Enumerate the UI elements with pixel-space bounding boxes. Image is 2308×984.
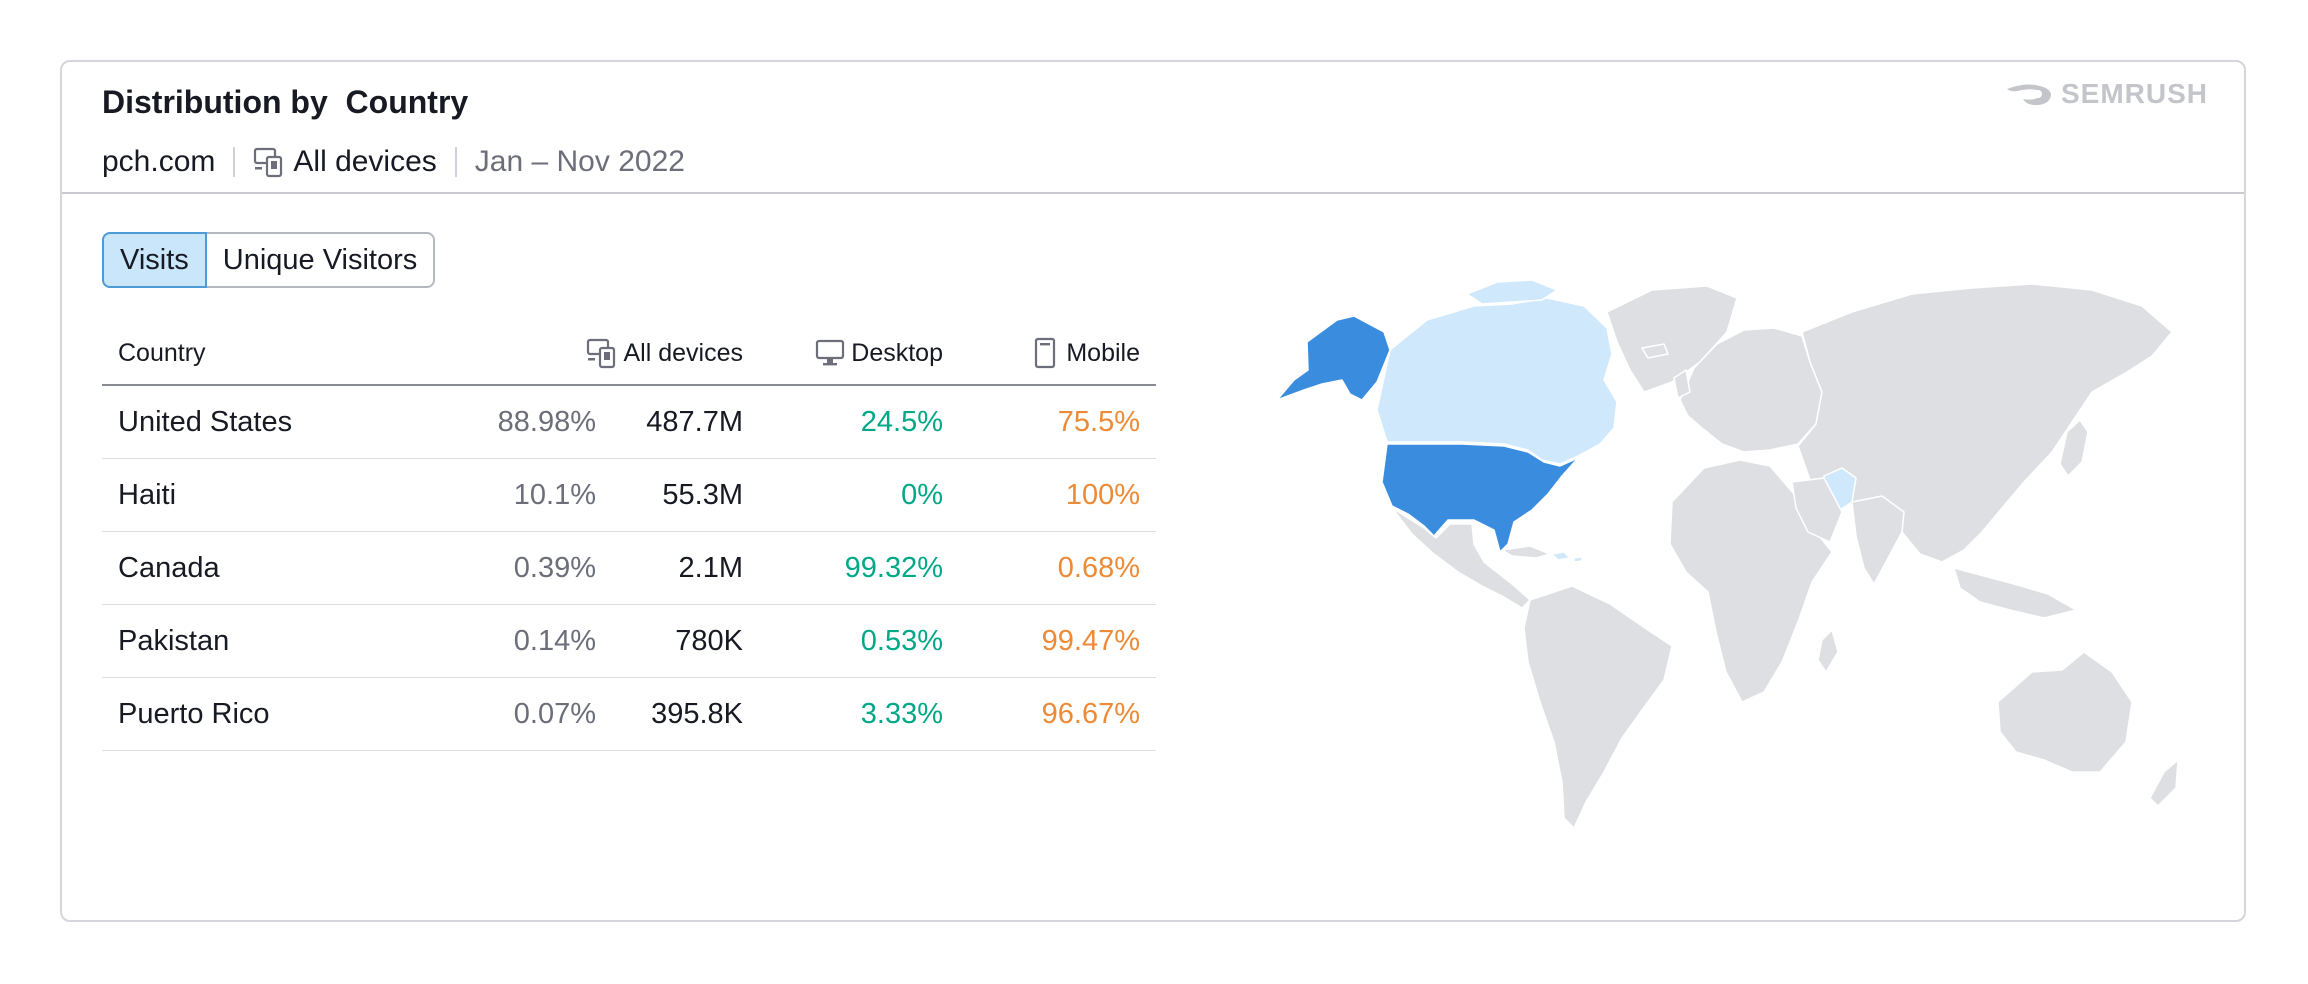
mobile-share: 99.47% bbox=[1041, 624, 1140, 657]
map-region-australia[interactable] bbox=[1997, 651, 2133, 773]
visits-value: 2.1M bbox=[678, 551, 743, 584]
map-region-africa[interactable] bbox=[1669, 459, 1833, 703]
desktop-share: 0.53% bbox=[860, 624, 943, 657]
table-row[interactable]: Puerto Rico 0.07% 395.8K 3.33% 96.67% bbox=[102, 678, 1156, 751]
column-all-devices-label: All devices bbox=[623, 338, 744, 367]
map-region-south-america[interactable] bbox=[1523, 585, 1673, 829]
traffic-share: 0.07% bbox=[513, 697, 596, 730]
table-row[interactable]: Canada 0.39% 2.1M 99.32% 0.68% bbox=[102, 532, 1156, 605]
all-devices-icon bbox=[254, 147, 283, 178]
column-desktop-label: Desktop bbox=[851, 338, 943, 367]
map-region-caribbean[interactable] bbox=[1501, 545, 1551, 559]
country-name: Puerto Rico bbox=[118, 697, 270, 730]
column-desktop[interactable]: Desktop bbox=[815, 322, 943, 384]
traffic-share: 0.39% bbox=[513, 551, 596, 584]
date-range: Jan – Nov 2022 bbox=[474, 145, 685, 178]
metric-tabs: Visits Unique Visitors bbox=[102, 232, 436, 288]
tab-unique-visitors[interactable]: Unique Visitors bbox=[206, 232, 436, 288]
traffic-share: 88.98% bbox=[497, 405, 596, 438]
meta-divider bbox=[454, 147, 457, 177]
map-region-uk[interactable] bbox=[1673, 369, 1691, 399]
mobile-share: 75.5% bbox=[1057, 405, 1140, 438]
column-mobile-label: Mobile bbox=[1066, 338, 1140, 367]
desktop-share: 3.33% bbox=[860, 697, 943, 730]
map-region-united-states[interactable] bbox=[1381, 443, 1579, 553]
visits-value: 55.3M bbox=[662, 478, 743, 511]
devices-label: All devices bbox=[293, 145, 437, 178]
column-mobile[interactable]: Mobile bbox=[1030, 322, 1140, 384]
map-region-new-zealand[interactable] bbox=[2149, 759, 2179, 807]
country-name: Canada bbox=[118, 551, 220, 584]
column-country[interactable]: Country bbox=[118, 338, 206, 367]
map-region-canada[interactable] bbox=[1376, 297, 1618, 465]
table-row[interactable]: Haiti 10.1% 55.3M 0% 100% bbox=[102, 459, 1156, 532]
all-devices-icon bbox=[586, 338, 615, 369]
traffic-share: 10.1% bbox=[513, 478, 596, 511]
table-header: Country All devices Desktop bbox=[102, 322, 1156, 386]
map-region-canada-islands[interactable] bbox=[1466, 279, 1558, 305]
distribution-card: Distribution by Country pch.com All devi… bbox=[60, 60, 2246, 922]
map-region-madagascar[interactable] bbox=[1817, 629, 1839, 673]
report-meta: pch.com All devices Jan – Nov 2022 bbox=[102, 142, 685, 182]
country-name: Pakistan bbox=[118, 624, 230, 657]
desktop-share: 0% bbox=[901, 478, 943, 511]
world-map bbox=[1212, 232, 2222, 882]
map-region-india[interactable] bbox=[1851, 495, 1905, 585]
map-region-haiti[interactable] bbox=[1551, 551, 1571, 561]
country-name: United States bbox=[118, 405, 293, 438]
desktop-icon bbox=[816, 339, 845, 366]
map-region-japan[interactable] bbox=[2059, 419, 2089, 477]
country-table: Country All devices Desktop bbox=[102, 322, 1156, 751]
meta-divider bbox=[233, 147, 236, 177]
traffic-share: 0.14% bbox=[513, 624, 596, 657]
semrush-logo: SEMRUSH bbox=[2005, 78, 2208, 110]
devices-filter[interactable]: All devices bbox=[253, 145, 437, 179]
map-region-arabia[interactable] bbox=[1791, 477, 1843, 543]
desktop-share: 24.5% bbox=[860, 405, 943, 438]
map-region-puerto-rico[interactable] bbox=[1573, 556, 1583, 563]
brand-name: SEMRUSH bbox=[2060, 78, 2208, 109]
visits-value: 780K bbox=[675, 624, 743, 657]
visits-value: 487.7M bbox=[646, 405, 743, 438]
tab-visits[interactable]: Visits bbox=[102, 232, 207, 288]
card-title: Distribution by Country bbox=[102, 84, 469, 120]
world-map-svg bbox=[1276, 279, 2179, 829]
map-region-iceland[interactable] bbox=[1641, 343, 1669, 359]
visits-value: 395.8K bbox=[651, 697, 743, 730]
mobile-share: 0.68% bbox=[1057, 551, 1140, 584]
country-name: Haiti bbox=[118, 478, 177, 511]
table-row[interactable]: Pakistan 0.14% 780K 0.53% 99.47% bbox=[102, 605, 1156, 678]
map-region-mexico[interactable] bbox=[1391, 507, 1531, 609]
map-region-asia[interactable] bbox=[1797, 283, 2173, 563]
mobile-icon bbox=[1035, 337, 1056, 369]
desktop-share: 99.32% bbox=[844, 551, 943, 584]
map-region-southeast-asia[interactable] bbox=[1953, 567, 2077, 619]
domain-label: pch.com bbox=[102, 145, 216, 178]
semrush-flame-icon bbox=[2006, 84, 2051, 106]
table-row[interactable]: United States 88.98% 487.7M 24.5% 75.5% bbox=[102, 386, 1156, 459]
card-header: Distribution by Country pch.com All devi… bbox=[62, 62, 2244, 194]
column-all-devices[interactable]: All devices bbox=[586, 322, 744, 384]
map-region-alaska[interactable] bbox=[1276, 315, 1391, 401]
mobile-share: 100% bbox=[1065, 478, 1140, 511]
mobile-share: 96.67% bbox=[1041, 697, 1140, 730]
